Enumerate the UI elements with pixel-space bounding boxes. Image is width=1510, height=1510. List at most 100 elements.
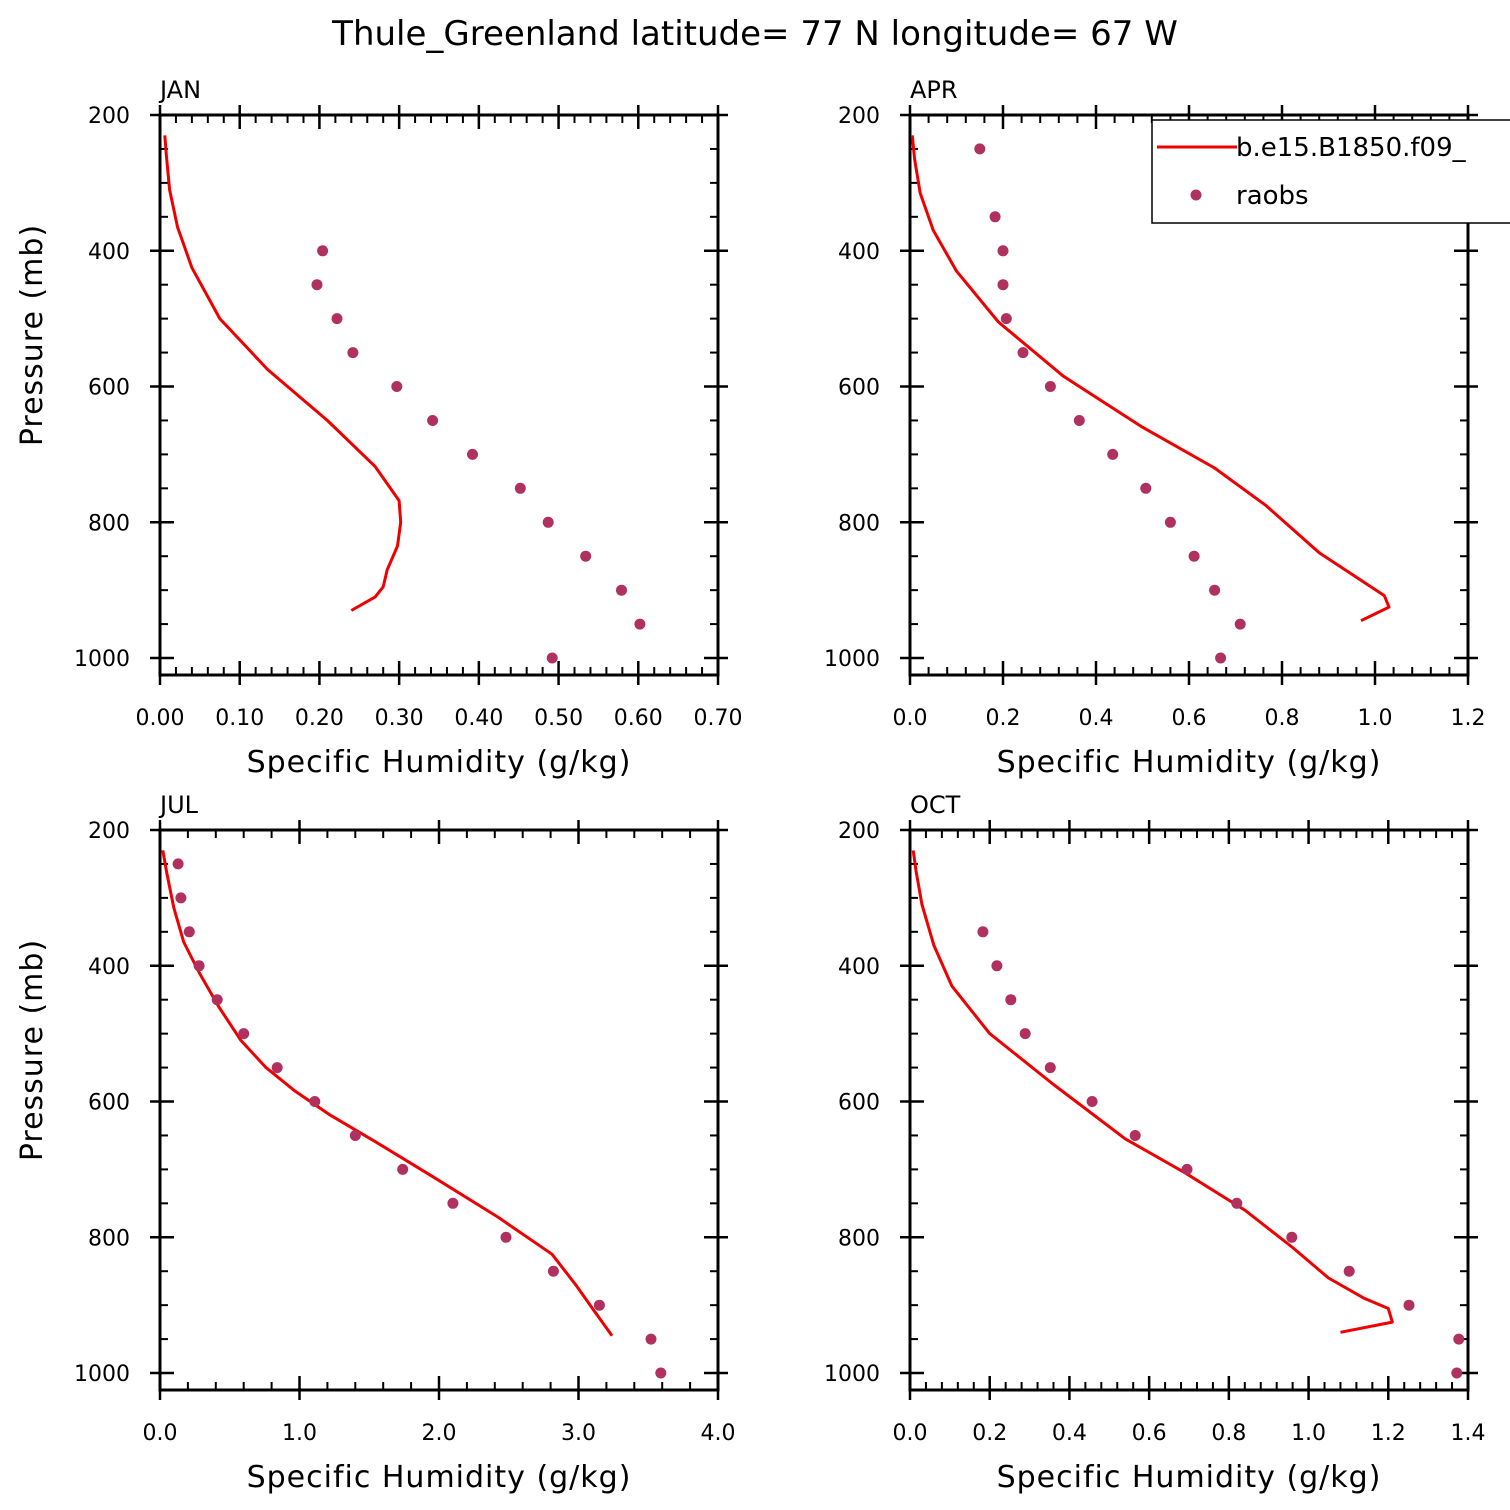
model-line-oct: [911, 850, 1394, 1334]
x-tick-label: 4.0: [701, 1421, 736, 1446]
obs-point: [347, 347, 359, 359]
model-line-jan: [163, 135, 403, 612]
obs-point: [1017, 347, 1029, 359]
x-tick-label: 0.10: [215, 706, 264, 731]
panel-oct: 0.0 0.2 0.4 0.6 0.8 1.0 1.2 1.4 200 400 600 800 1000…: [824, 791, 1486, 1495]
obs-point: [1343, 1265, 1355, 1277]
y-tick-label: 600: [838, 1091, 880, 1116]
x-tick-label: 1.0: [1291, 1421, 1326, 1446]
x-axis-label: Specific Humidity (g/kg): [997, 745, 1382, 780]
panel-label-apr: APR: [910, 76, 958, 104]
x-tick-label: 1.0: [282, 1421, 317, 1446]
y-axis-label: Pressure (mb): [15, 224, 50, 446]
x-tick-label: 0.50: [534, 706, 583, 731]
y-axis-label: Pressure (mb): [15, 939, 50, 1161]
obs-point: [1234, 618, 1246, 630]
obs-point: [997, 245, 1009, 257]
obs-point: [634, 618, 646, 630]
obs-point: [1000, 313, 1012, 325]
x-tick-label: 3.0: [561, 1421, 596, 1446]
panel-jan: 0.00 0.10 0.20 0.30 0.40 0.50 0.60 0.70 200 400 60…: [15, 76, 742, 780]
x-tick-label: 1.0: [1358, 706, 1393, 731]
obs-point: [645, 1333, 657, 1345]
obs-point: [311, 279, 323, 291]
obs-point: [1140, 482, 1152, 494]
obs-point: [974, 143, 986, 155]
panel-apr: 0.0 0.2 0.4 0.6 0.8 1.0 1.2 200 400 600 800 1000 APR…: [824, 76, 1486, 780]
obs-point: [193, 960, 205, 972]
y-tick-label: 400: [88, 240, 130, 265]
x-axis-label: Specific Humidity (g/kg): [247, 1460, 632, 1495]
y-tick-label: 400: [838, 955, 880, 980]
obs-point: [1231, 1197, 1243, 1209]
obs-point: [546, 652, 558, 664]
obs-point: [1086, 1096, 1098, 1107]
obs-point: [977, 926, 989, 938]
y-tick-label: 800: [88, 1226, 130, 1251]
x-tick-label: 0.70: [694, 706, 743, 731]
legend-box: [1151, 119, 1510, 224]
obs-point: [1107, 448, 1119, 460]
obs-point: [655, 1367, 667, 1379]
x-tick-label: 0.0: [893, 1421, 928, 1446]
panel-label-jan: JAN: [158, 76, 201, 104]
y-tick-label: 600: [838, 376, 880, 401]
model-line-jul: [161, 850, 614, 1337]
x-tick-label: 0.20: [295, 706, 344, 731]
panel-label-jul: JUL: [158, 791, 199, 819]
x-tick-label: 1.4: [1451, 1421, 1486, 1446]
x-tick-label: 0.0: [143, 1421, 178, 1446]
x-tick-label: 0.4: [1079, 706, 1114, 731]
obs-point: [989, 211, 1001, 223]
obs-point: [514, 482, 526, 494]
legend-obs-marker: [1190, 189, 1202, 201]
x-tick-label: 2.0: [422, 1421, 457, 1446]
y-tick-label: 200: [838, 104, 880, 129]
legend: b.e15.B1850.f09_ raobs: [1151, 119, 1510, 224]
obs-point: [391, 381, 403, 392]
obs-point: [616, 584, 627, 596]
obs-point: [447, 1197, 459, 1209]
obs-point: [183, 926, 195, 938]
obs-point: [427, 415, 439, 426]
obs-point: [1451, 1367, 1463, 1379]
obs-point: [547, 1265, 559, 1277]
obs-point: [1044, 1062, 1056, 1074]
obs-point: [580, 550, 592, 562]
y-tick-label: 800: [838, 511, 880, 536]
obs-point: [1181, 1163, 1193, 1175]
y-tick-label: 200: [838, 819, 880, 844]
x-tick-label: 0.4: [1052, 1421, 1087, 1446]
obs-point: [331, 313, 343, 325]
legend-obs-label: raobs: [1236, 181, 1309, 211]
x-tick-label: 0.8: [1211, 1421, 1246, 1446]
x-tick-label: 0.6: [1132, 1421, 1167, 1446]
plot-frame-oct: [908, 828, 1470, 1392]
obs-point: [1209, 584, 1221, 596]
x-tick-label: 0.30: [375, 706, 424, 731]
obs-point: [542, 516, 554, 528]
obs-point: [1453, 1333, 1465, 1345]
y-tick-label: 800: [88, 511, 130, 536]
obs-point: [1286, 1231, 1298, 1243]
obs-point: [500, 1231, 512, 1243]
x-tick-label: 0.8: [1265, 706, 1300, 731]
figure-title: Thule_Greenland latitude= 77 N longitude…: [331, 14, 1178, 54]
x-tick-label: 0.60: [614, 706, 663, 731]
y-tick-label: 1000: [824, 647, 880, 672]
x-tick-label: 0.40: [454, 706, 503, 731]
y-tick-label: 600: [88, 376, 130, 401]
x-tick-label: 0.0: [893, 706, 928, 731]
y-tick-label: 600: [88, 1091, 130, 1116]
x-tick-label: 0.6: [1172, 706, 1207, 731]
x-tick-label: 1.2: [1371, 1421, 1406, 1446]
obs-point: [1215, 652, 1227, 664]
y-tick-label: 200: [88, 819, 130, 844]
x-axis-label: Specific Humidity (g/kg): [247, 745, 632, 780]
y-tick-label: 800: [838, 1226, 880, 1251]
obs-point: [309, 1096, 321, 1107]
obs-point: [397, 1163, 409, 1175]
obs-point: [991, 960, 1003, 972]
x-tick-label: 0.2: [972, 1421, 1007, 1446]
x-tick-label: 0.2: [986, 706, 1021, 731]
